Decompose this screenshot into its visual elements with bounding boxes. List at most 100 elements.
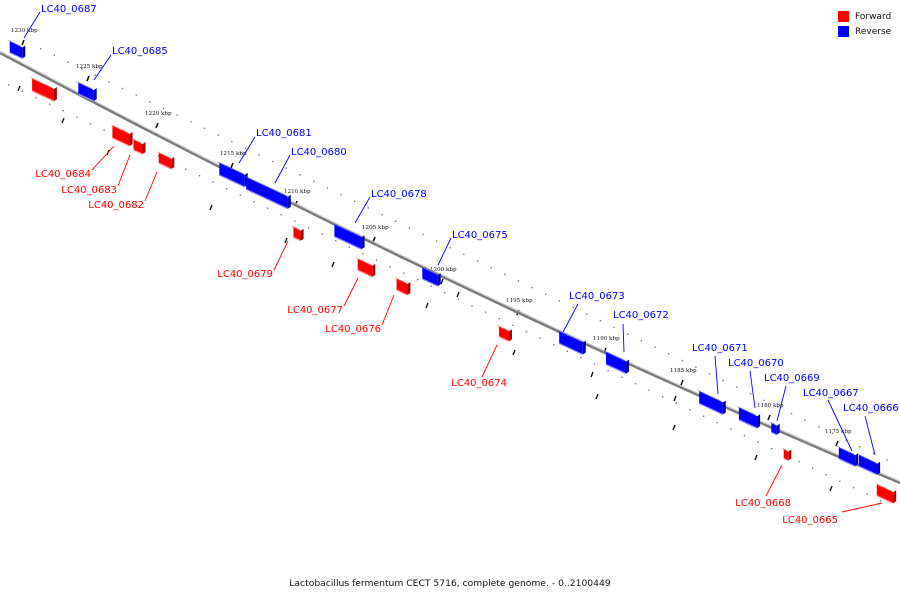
- gene-label[interactable]: LC40_0672: [613, 310, 669, 321]
- reverse-gene-box[interactable]: [75, 80, 97, 102]
- position-dot: [730, 428, 732, 430]
- forward-gene-box[interactable]: [29, 76, 57, 102]
- position-dot: [217, 134, 219, 136]
- position-dot: [435, 240, 438, 242]
- scale-tick-label: 1175 kbp: [825, 429, 852, 435]
- position-dot: [239, 194, 241, 196]
- gene-label[interactable]: LC40_0668: [735, 498, 791, 509]
- reverse-gene-box[interactable]: [856, 453, 881, 476]
- forward-gene-box[interactable]: [156, 151, 175, 170]
- forward-gene-box[interactable]: [496, 324, 513, 342]
- gene-label[interactable]: LC40_0677: [287, 305, 343, 316]
- position-dot: [804, 419, 806, 421]
- gene-label[interactable]: LC40_0678: [371, 189, 427, 200]
- gene-box-top: [496, 324, 509, 332]
- gene-label[interactable]: LC40_0673: [569, 291, 625, 302]
- gene-box-front: [699, 391, 723, 415]
- gene-label[interactable]: LC40_0669: [764, 373, 820, 384]
- forward-gene-box[interactable]: [781, 447, 792, 462]
- gene-box-side: [300, 228, 304, 241]
- position-dot: [162, 107, 165, 110]
- position-dot: [416, 279, 419, 281]
- gene-label[interactable]: LC40_0684: [35, 169, 91, 180]
- gene-box-edge: [698, 402, 724, 416]
- gene-box-front: [32, 78, 54, 102]
- position-dot: [749, 393, 752, 395]
- forward-gene-box[interactable]: [290, 225, 304, 242]
- reverse-gene-box[interactable]: [696, 389, 726, 416]
- reverse-gene-box[interactable]: [603, 350, 630, 375]
- position-dot: [103, 129, 105, 131]
- gene-label[interactable]: LC40_0667: [803, 388, 859, 399]
- gene-box-front: [422, 267, 438, 287]
- legend-item-reverse: Reverse: [838, 24, 898, 39]
- position-dot: [76, 116, 78, 118]
- position-dot: [367, 207, 369, 209]
- gene-box-top: [156, 151, 172, 159]
- gene-label[interactable]: LC40_0665: [782, 515, 838, 526]
- position-dot: [463, 253, 465, 256]
- position-dot: [348, 246, 350, 248]
- forward-gene-box[interactable]: [394, 277, 411, 296]
- position-dot: [580, 357, 582, 359]
- gene-label[interactable]: LC40_0682: [88, 200, 144, 211]
- gene-box-front: [334, 224, 362, 250]
- gene-box-front: [858, 455, 878, 475]
- scale-tick-label: 1215 kbp: [220, 151, 247, 157]
- gene-label[interactable]: LC40_0687: [41, 4, 97, 15]
- position-dot: [708, 373, 711, 375]
- position-dot: [743, 435, 746, 437]
- gene-label[interactable]: LC40_0674: [451, 378, 507, 389]
- gene-box-top: [419, 265, 438, 276]
- gene-label[interactable]: LC40_0683: [61, 185, 117, 196]
- position-dot: [321, 233, 323, 235]
- reverse-gene-box[interactable]: [419, 265, 441, 287]
- gene-label[interactable]: LC40_0671: [692, 343, 748, 354]
- reverse-gene-box[interactable]: [736, 405, 761, 429]
- reverse-gene-box[interactable]: [331, 222, 365, 250]
- scale-minor-tick: [17, 85, 21, 92]
- gene-box-edge: [78, 93, 94, 102]
- forward-gene-box[interactable]: [109, 124, 133, 147]
- leader-line: [343, 277, 359, 307]
- gene-label[interactable]: LC40_0675: [452, 230, 508, 241]
- gene-label[interactable]: LC40_0681: [256, 128, 312, 139]
- gene-label[interactable]: LC40_0685: [112, 46, 168, 57]
- gene-label[interactable]: LC40_0666: [843, 403, 899, 414]
- gene-box-top: [29, 76, 54, 90]
- gene-box-side: [142, 142, 146, 155]
- reverse-gene-box[interactable]: [836, 445, 859, 467]
- gene-box-edge: [219, 174, 245, 188]
- position-dot: [558, 300, 561, 302]
- gene-box-top: [556, 329, 583, 343]
- gene-label[interactable]: LC40_0670: [728, 358, 784, 369]
- genes: [7, 39, 897, 504]
- forward-gene-box[interactable]: [874, 482, 897, 504]
- gene-box-edge: [9, 51, 23, 60]
- gene-label[interactable]: LC40_0676: [325, 324, 381, 335]
- gene-label[interactable]: LC40_0679: [217, 269, 273, 280]
- gene-box-side: [287, 194, 291, 209]
- leader-line: [144, 171, 158, 202]
- position-dot: [681, 359, 683, 362]
- position-dot: [553, 344, 555, 346]
- gene-box-front: [158, 153, 172, 169]
- position-dot: [722, 379, 724, 382]
- strand-legend: Forward Reverse: [838, 9, 898, 39]
- forward-gene-box[interactable]: [131, 137, 146, 155]
- gene-box-front: [9, 41, 23, 59]
- position-dot: [531, 286, 533, 289]
- forward-gene-box[interactable]: [355, 257, 376, 278]
- reverse-gene-box[interactable]: [556, 329, 586, 356]
- position-dot: [498, 318, 500, 320]
- scale-minor-tick: [829, 485, 833, 492]
- gene-label[interactable]: LC40_0680: [291, 147, 347, 158]
- reverse-gene-box[interactable]: [7, 39, 26, 60]
- leader-line: [776, 385, 787, 422]
- gene-box-top: [781, 447, 789, 452]
- position-dot: [572, 306, 574, 309]
- reverse-gene-box[interactable]: [243, 175, 291, 210]
- reverse-gene-box[interactable]: [768, 421, 780, 436]
- forward-swatch: [838, 11, 849, 22]
- scale-tick-label: 1200 kbp: [430, 267, 457, 273]
